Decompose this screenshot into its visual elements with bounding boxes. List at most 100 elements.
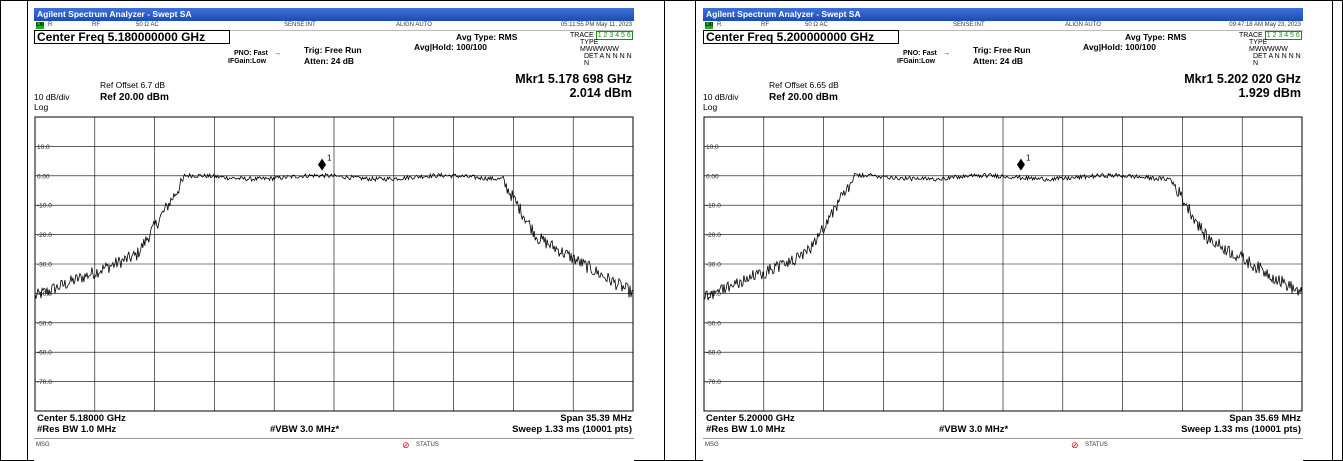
trace-box: TRACE 1 2 3 4 5 6 TYPE MWWWWW DET A N N …	[570, 31, 634, 67]
span: Span 35.39 MHz	[560, 413, 632, 424]
y-tick-label: -70.0	[706, 379, 721, 386]
y-tick-label: -10.0	[37, 203, 52, 210]
center-bottom: Center 5.18000 GHz	[37, 413, 126, 424]
scale-label: 10 dB/div	[703, 92, 739, 102]
ref-level: Ref 20.00 dBm	[100, 92, 169, 103]
center-freq-box[interactable]	[703, 30, 899, 44]
spectrum-panel-2: Agilent Spectrum Analyzer - Swept SA LXI…	[703, 8, 1303, 461]
ifgain-label: IFGain:Low	[228, 58, 267, 65]
lxi-icon: LXI	[36, 22, 44, 29]
y-tick-label: -60.0	[706, 350, 721, 357]
spectrum-plot[interactable]: 10.00.00-10.0-20.0-30.0-40.0-50.0-60.0-7…	[703, 106, 1303, 422]
status-icon: ⊘	[402, 440, 410, 450]
trig-label: Trig: Free Run	[304, 45, 362, 55]
pno-label: PNO: Fast	[234, 50, 268, 57]
spectrum-panel-1: Agilent Spectrum Analyzer - Swept SA LXI…	[34, 8, 634, 461]
vbw: #VBW 3.0 MHz*	[939, 424, 1009, 435]
ref-level: Ref 20.00 dBm	[769, 92, 838, 103]
spectrum-plot[interactable]: 10.0 0.00 -10.0 -20.0 -30.0 -40.0 -50.0 -60.0 -7…	[34, 106, 634, 422]
status-sense: SENSE:INT	[953, 22, 985, 28]
y-tick-label: -10.0	[706, 203, 721, 210]
type-label: TYPE	[1249, 39, 1268, 46]
left-divider	[27, 0, 28, 461]
arrow-icon: →	[274, 50, 281, 57]
trig-label: Trig: Free Run	[973, 45, 1031, 55]
y-tick-label: -50.0	[37, 320, 52, 327]
marker-diamond	[1016, 158, 1025, 171]
ref-offset: Ref Offset 6.7 dB	[100, 80, 166, 90]
res-bw: #Res BW 1.0 MHz	[37, 424, 117, 435]
trace-numbers: 1 2 3 4 5 6	[595, 31, 633, 40]
trace-numbers: 1 2 3 4 5 6	[1264, 31, 1302, 40]
y-tick-label: -50.0	[706, 320, 721, 327]
y-tick-label: -30.0	[706, 262, 721, 269]
type-value: MWWWWW	[580, 46, 619, 53]
marker-frequency: Mkr1 5.202 020 GHz	[1184, 72, 1301, 86]
center-divider-right	[695, 0, 696, 461]
pno-label: PNO: Fast	[903, 50, 937, 57]
center-divider-left	[664, 0, 665, 461]
span: Span 35.69 MHz	[1229, 413, 1301, 424]
sweep: Sweep 1.33 ms (10001 pts)	[512, 424, 632, 435]
status-label[interactable]: STATUS	[416, 442, 439, 448]
y-tick-label: -70.0	[37, 379, 52, 386]
det-value: A N N N N N	[584, 53, 632, 67]
lxi-icon: LXI	[705, 22, 713, 29]
status-ohm: 50 Ω AC	[805, 22, 828, 28]
marker-label: 1	[327, 154, 332, 163]
avg-type: Avg Type: RMS	[456, 32, 518, 42]
avg-hold: Avg|Hold: 100/100	[414, 42, 487, 52]
y-tick-label: -60.0	[37, 350, 52, 357]
status-ohm: 50 Ω AC	[136, 22, 159, 28]
trace-label: TRACE	[570, 32, 594, 39]
status-rf: RF	[92, 22, 100, 28]
status-r: R	[48, 22, 53, 28]
trace-label: TRACE	[1239, 32, 1263, 39]
status-rf: RF	[761, 22, 769, 28]
ifgain-label: IFGain:Low	[897, 58, 936, 65]
status-align: ALIGN AUTO	[396, 22, 432, 28]
trace-line	[703, 171, 1303, 301]
scale-label: 10 dB/div	[34, 92, 70, 102]
type-label: TYPE	[580, 39, 599, 46]
window-title: Agilent Spectrum Analyzer - Swept SA	[34, 8, 634, 21]
center-freq-box[interactable]	[34, 30, 230, 44]
det-label: DET	[1253, 53, 1267, 60]
marker-diamond	[318, 158, 327, 171]
center-bottom: Center 5.20000 GHz	[706, 413, 795, 424]
center-freq[interactable]: Center Freq 5.180000000 GHz	[37, 30, 206, 44]
y-tick-label: -20.0	[706, 232, 721, 239]
status-row: LXI R RF 50 Ω AC SENSE:INT ALIGN AUTO 09…	[703, 21, 1303, 31]
trace-box: TRACE 1 2 3 4 5 6 TYPE MWWWWW DET A N N …	[1239, 31, 1303, 67]
marker-label: 1	[1026, 154, 1031, 163]
vbw: #VBW 3.0 MHz*	[270, 424, 340, 435]
ref-offset: Ref Offset 6.65 dB	[769, 80, 839, 90]
msg-label: MSG	[705, 442, 719, 448]
arrow-icon: →	[943, 50, 950, 57]
center-freq[interactable]: Center Freq 5.200000000 GHz	[706, 30, 875, 44]
marker-frequency: Mkr1 5.178 698 GHz	[515, 72, 632, 86]
status-icon: ⊘	[1071, 440, 1079, 450]
message-bar: MSG ⊘ STATUS	[703, 438, 1303, 451]
marker-value: 2.014 dBm	[569, 86, 632, 100]
window-title: Agilent Spectrum Analyzer - Swept SA	[703, 8, 1303, 21]
timestamp: 09:47:18 AM May 23, 2023	[1229, 22, 1301, 28]
det-value: A N N N N N	[1253, 53, 1301, 67]
y-tick-label: -30.0	[37, 262, 52, 269]
y-tick-label: 10.0	[37, 144, 50, 151]
status-row: LXI R RF 50 Ω AC SENSE:INT ALIGN AUTO 05…	[34, 21, 634, 31]
y-tick-label: -20.0	[37, 232, 52, 239]
avg-hold: Avg|Hold: 100/100	[1083, 42, 1156, 52]
log-label: Log	[34, 102, 49, 112]
right-divider	[1332, 0, 1333, 461]
y-tick-label: 0.00	[37, 173, 50, 180]
det-label: DET	[584, 53, 598, 60]
atten-label: Atten: 24 dB	[973, 56, 1024, 66]
marker-value: 1.929 dBm	[1238, 86, 1301, 100]
log-label: Log	[703, 102, 718, 112]
y-tick-label: -40.0	[37, 291, 52, 298]
message-bar: MSG ⊘ STATUS	[34, 438, 634, 451]
type-value: MWWWWW	[1249, 46, 1288, 53]
status-label[interactable]: STATUS	[1085, 442, 1108, 448]
status-r: R	[717, 22, 722, 28]
